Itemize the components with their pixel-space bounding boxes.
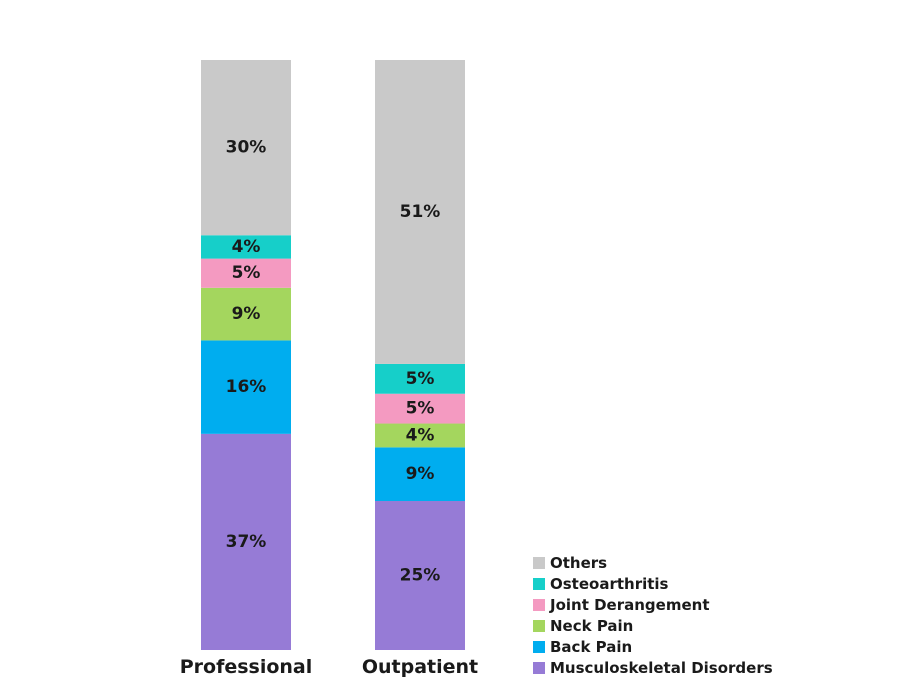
legend-item-musculoskeletal-disorders: Musculoskeletal Disorders bbox=[533, 659, 773, 677]
legend-label-back-pain: Back Pain bbox=[550, 638, 632, 656]
bar-segment-professional-osteoarthritis bbox=[201, 235, 291, 259]
legend-swatch-others bbox=[533, 557, 545, 569]
legend-swatch-joint-derangement bbox=[533, 599, 545, 611]
data-label-outpatient-joint-derangement: 5% bbox=[406, 399, 435, 419]
data-label-professional-neck-pain: 9% bbox=[232, 304, 261, 324]
data-label-professional-musculoskeletal-disorders: 37% bbox=[226, 532, 267, 552]
category-label-outpatient: Outpatient bbox=[362, 656, 478, 678]
legend-item-back-pain: Back Pain bbox=[533, 638, 632, 656]
legend-item-others: Others bbox=[533, 554, 607, 572]
data-label-outpatient-osteoarthritis: 5% bbox=[406, 369, 435, 389]
bars-layer bbox=[201, 60, 465, 650]
data-label-professional-joint-derangement: 5% bbox=[232, 263, 261, 283]
category-labels-layer: Professional Outpatient bbox=[180, 656, 478, 678]
legend: Others Osteoarthritis Joint Derangement Nec… bbox=[533, 554, 773, 677]
legend-item-joint-derangement: Joint Derangement bbox=[533, 596, 710, 614]
bar-segment-professional-musculoskeletal-disorders bbox=[201, 433, 291, 650]
data-label-outpatient-musculoskeletal-disorders: 25% bbox=[400, 566, 441, 586]
legend-swatch-neck-pain bbox=[533, 620, 545, 632]
bar-segment-professional-joint-derangement bbox=[201, 258, 291, 288]
legend-label-others: Others bbox=[550, 554, 607, 572]
legend-label-musculoskeletal-disorders: Musculoskeletal Disorders bbox=[550, 659, 773, 677]
data-label-professional-others: 30% bbox=[226, 138, 267, 158]
data-label-outpatient-neck-pain: 4% bbox=[406, 425, 435, 445]
bar-segment-outpatient-others bbox=[375, 60, 465, 364]
legend-swatch-musculoskeletal-disorders bbox=[533, 662, 545, 674]
bar-segment-professional-neck-pain bbox=[201, 287, 291, 341]
data-labels-layer: 37% 16% 9% 5% 4% 30% 25% 9% 4% 5% 5% 51% bbox=[226, 138, 441, 586]
bar-segment-outpatient-neck-pain bbox=[375, 423, 465, 448]
data-label-professional-osteoarthritis: 4% bbox=[232, 237, 261, 257]
bar-segment-outpatient-osteoarthritis bbox=[375, 363, 465, 394]
bar-segment-outpatient-joint-derangement bbox=[375, 393, 465, 424]
legend-label-joint-derangement: Joint Derangement bbox=[549, 596, 710, 614]
legend-item-neck-pain: Neck Pain bbox=[533, 617, 633, 635]
data-label-professional-back-pain: 16% bbox=[226, 377, 267, 397]
legend-item-osteoarthritis: Osteoarthritis bbox=[533, 575, 669, 593]
data-label-outpatient-back-pain: 9% bbox=[406, 464, 435, 484]
category-label-professional: Professional bbox=[180, 656, 313, 678]
bar-segment-outpatient-musculoskeletal-disorders bbox=[375, 501, 465, 650]
legend-swatch-osteoarthritis bbox=[533, 578, 545, 590]
legend-swatch-back-pain bbox=[533, 641, 545, 653]
bar-segment-professional-others bbox=[201, 60, 291, 236]
bar-segment-outpatient-back-pain bbox=[375, 447, 465, 502]
legend-label-neck-pain: Neck Pain bbox=[550, 617, 633, 635]
legend-label-osteoarthritis: Osteoarthritis bbox=[550, 575, 669, 593]
bar-segment-professional-back-pain bbox=[201, 340, 291, 434]
data-label-outpatient-others: 51% bbox=[400, 202, 441, 222]
